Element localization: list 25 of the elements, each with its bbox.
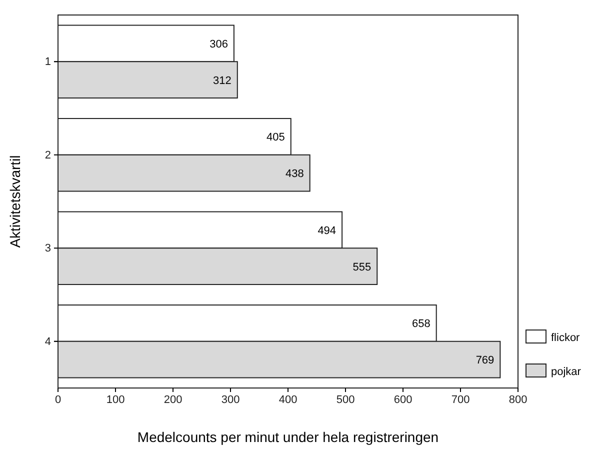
y-tick-label: 4 — [44, 336, 51, 348]
data-label: 769 — [476, 354, 494, 367]
x-tick-label: 800 — [508, 394, 528, 406]
y-tick-label: 2 — [44, 149, 51, 162]
x-tick-label: 400 — [278, 394, 298, 406]
legend-label: flickor — [551, 332, 580, 344]
x-tick-label: 300 — [221, 394, 240, 406]
y-tick-label: 1 — [44, 56, 51, 68]
x-tick-label: 100 — [106, 394, 125, 406]
x-axis-title: Medelcounts per minut under hela registreringen — [137, 429, 439, 445]
data-label: 555 — [352, 261, 372, 274]
data-label: 306 — [210, 38, 228, 50]
x-tick-label: 200 — [164, 394, 182, 406]
data-label: 405 — [266, 132, 285, 144]
legend-label: pojkar — [551, 366, 582, 378]
data-label: 312 — [213, 74, 232, 87]
x-tick-label: 700 — [451, 394, 470, 406]
x-tick-label: 0 — [54, 394, 62, 406]
y-axis-title: Aktivitetskvartil — [7, 155, 23, 248]
y-tick-label: 3 — [44, 242, 51, 255]
data-label: 438 — [285, 168, 304, 180]
x-tick-label: 500 — [336, 394, 355, 406]
data-label: 658 — [412, 318, 430, 330]
data-label: 494 — [318, 224, 336, 237]
x-tick-label: 600 — [394, 394, 412, 406]
